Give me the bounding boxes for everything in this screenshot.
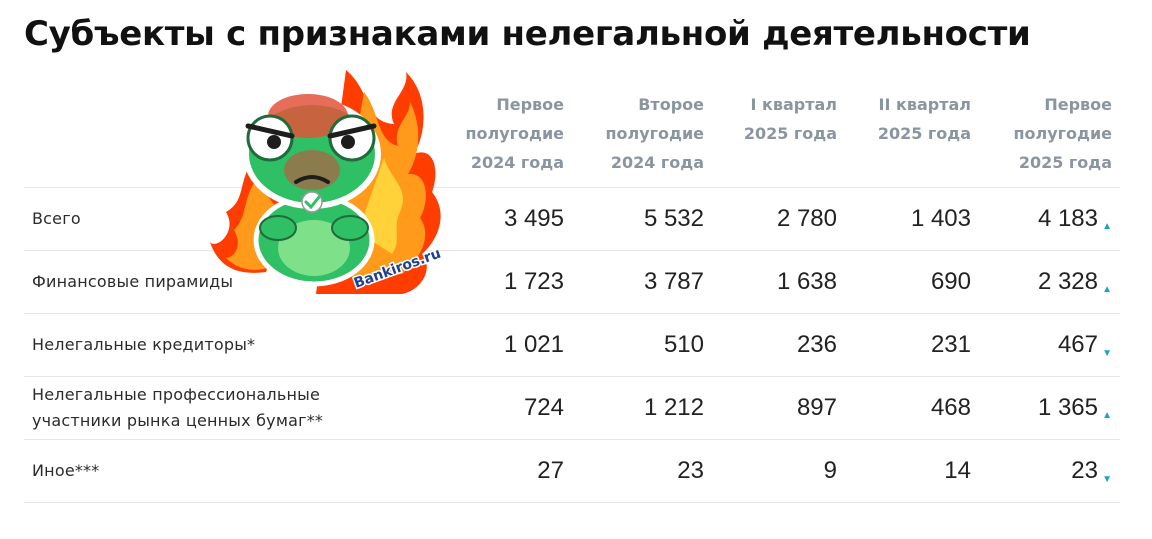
table-cell: 1 403 (845, 187, 979, 251)
table-row: Нелегальные профессиональные участники ры… (24, 376, 1120, 440)
table-cell: 1 365 ▲ (979, 376, 1120, 440)
page-title: Субъекты с признаками нелегальной деятел… (24, 14, 1031, 54)
table-cell: 9 (712, 439, 845, 503)
cell-value: 2 328 (1037, 268, 1098, 295)
angry-frog-sticker: Bankiros.ru (210, 70, 445, 294)
statistics-table: Первое полугодие 2024 года Второе полугодие… (24, 86, 1120, 503)
table-cell: 3 787 (572, 250, 712, 314)
table-cell: 23 ▼ (979, 439, 1120, 503)
table-cell: 690 (845, 250, 979, 314)
trend-up-icon: ▲ (1102, 221, 1112, 232)
table-row: Всего 3 495 5 532 2 780 1 403 4 183 ▲ (24, 187, 1120, 251)
column-header: Первое полугодие 2024 года (444, 86, 572, 188)
table-header-row: Первое полугодие 2024 года Второе полугодие… (24, 86, 1120, 188)
table-cell: 236 (712, 313, 845, 377)
table-row: Иное*** 27 23 9 14 23 ▼ (24, 439, 1120, 503)
table-cell: 467 ▼ (979, 313, 1120, 377)
trend-down-icon: ▼ (1102, 474, 1112, 485)
table-cell: 5 532 (572, 187, 712, 251)
row-label: Нелегальные профессиональные участники ры… (24, 376, 444, 440)
column-header: II квартал 2025 года (845, 86, 979, 188)
table-cell: 2 328 ▲ (979, 250, 1120, 314)
column-header: I квартал 2025 года (712, 86, 845, 188)
table-cell: 1 638 (712, 250, 845, 314)
cell-value: 4 183 (1037, 205, 1098, 232)
table-cell: 1 021 (444, 313, 572, 377)
table-cell: 4 183 ▲ (979, 187, 1120, 251)
cell-value: 23 (1071, 457, 1098, 484)
table-cell: 1 723 (444, 250, 572, 314)
table-cell: 510 (572, 313, 712, 377)
table-cell: 14 (845, 439, 979, 503)
table-cell: 27 (444, 439, 572, 503)
trend-up-icon: ▲ (1102, 410, 1112, 421)
table-cell: 468 (845, 376, 979, 440)
table-row: Нелегальные кредиторы* 1 021 510 236 231… (24, 313, 1120, 377)
table-cell: 724 (444, 376, 572, 440)
table-cell: 897 (712, 376, 845, 440)
table-cell: 1 212 (572, 376, 712, 440)
table-cell: 2 780 (712, 187, 845, 251)
row-label: Нелегальные кредиторы* (24, 313, 444, 377)
column-header: Второе полугодие 2024 года (572, 86, 712, 188)
trend-up-icon: ▲ (1102, 284, 1112, 295)
cell-value: 1 365 (1037, 394, 1098, 421)
trend-down-icon: ▼ (1102, 348, 1112, 359)
table-cell: 23 (572, 439, 712, 503)
table-cell: 231 (845, 313, 979, 377)
row-label: Иное*** (24, 439, 444, 503)
column-header: Первое полугодие 2025 года (979, 86, 1120, 188)
table-cell: 3 495 (444, 187, 572, 251)
cell-value: 467 (1057, 331, 1098, 358)
table-row: Финансовые пирамиды 1 723 3 787 1 638 69… (24, 250, 1120, 314)
frog-icon (243, 94, 381, 287)
